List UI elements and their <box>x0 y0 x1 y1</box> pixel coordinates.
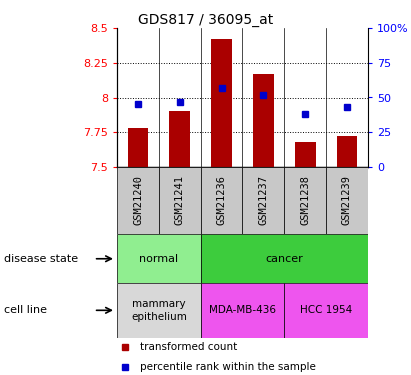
Text: GSM21236: GSM21236 <box>217 175 226 225</box>
Text: MDA-MB-436: MDA-MB-436 <box>209 305 276 315</box>
Text: GSM21238: GSM21238 <box>300 175 310 225</box>
Text: cell line: cell line <box>4 305 47 315</box>
Text: normal: normal <box>139 254 178 264</box>
Bar <box>326 167 368 234</box>
Text: GSM21240: GSM21240 <box>133 175 143 225</box>
Bar <box>201 167 242 234</box>
Bar <box>169 111 190 167</box>
Bar <box>284 283 368 338</box>
Text: GSM21237: GSM21237 <box>259 175 268 225</box>
Text: percentile rank within the sample: percentile rank within the sample <box>140 362 316 372</box>
Text: HCC 1954: HCC 1954 <box>300 305 352 315</box>
Bar <box>117 234 201 283</box>
Bar <box>201 283 284 338</box>
Bar <box>295 142 316 167</box>
Bar <box>337 136 358 167</box>
Text: cancer: cancer <box>266 254 303 264</box>
Text: transformed count: transformed count <box>140 342 237 352</box>
Bar <box>117 283 201 338</box>
Bar <box>127 128 148 167</box>
Bar <box>117 167 159 234</box>
Text: GSM21241: GSM21241 <box>175 175 185 225</box>
Text: GSM21239: GSM21239 <box>342 175 352 225</box>
Bar <box>284 167 326 234</box>
Text: GDS817 / 36095_at: GDS817 / 36095_at <box>138 13 273 27</box>
Bar <box>253 74 274 167</box>
Text: mammary
epithelium: mammary epithelium <box>131 299 187 321</box>
Text: disease state: disease state <box>4 254 78 264</box>
Bar <box>211 39 232 167</box>
Bar <box>159 167 201 234</box>
Bar <box>242 167 284 234</box>
Bar <box>201 234 368 283</box>
